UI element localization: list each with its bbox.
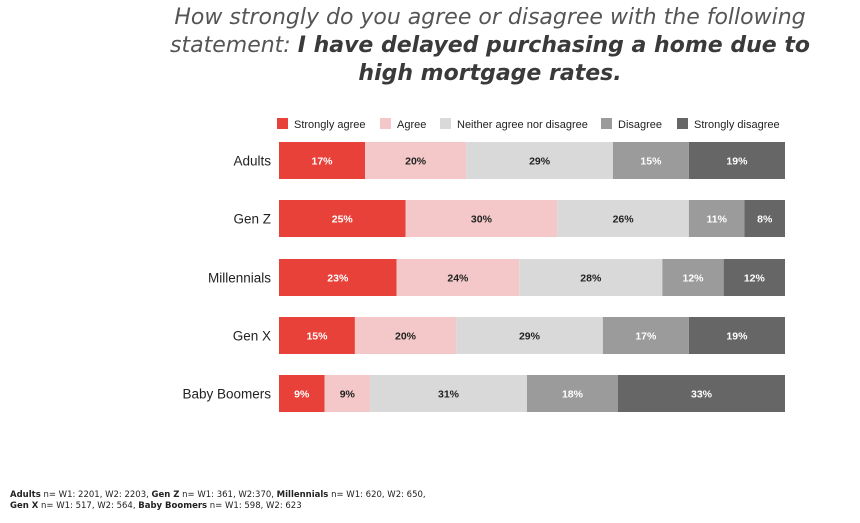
footnote-sample-size: n= W1: 361, W2:370,: [179, 490, 277, 500]
legend-label-agree: Agree: [397, 119, 426, 131]
bar-segment-agree: [396, 259, 520, 296]
bar-segment-disagree: [526, 375, 619, 412]
footnote-group-name: Adults: [10, 490, 41, 500]
footnote-sample-size: n= W1: 620, W2: 650,: [328, 490, 426, 500]
data-label: 26%: [613, 214, 635, 226]
category-label: Baby Boomers: [182, 387, 271, 402]
bar-segment-strongly-disagree: [688, 317, 785, 354]
chart-title-statement: I have delayed purchasing a home due to …: [297, 33, 810, 86]
data-label: 28%: [580, 273, 602, 285]
data-label: 15%: [640, 156, 662, 168]
data-label: 24%: [447, 273, 469, 285]
footnote-line-1: Adults n= W1: 2201, W2: 2203, Gen Z n= W…: [10, 490, 426, 501]
data-label: 23%: [327, 273, 349, 285]
footnote-group-name: Millennials: [276, 490, 329, 500]
legend-swatch-strongly-disagree: [677, 118, 688, 129]
bar-segment-agree: [354, 317, 457, 354]
chart-legend: Strongly agree Agree Neither agree nor dis…: [277, 118, 780, 131]
data-label: 29%: [519, 331, 541, 343]
category-label: Adults: [233, 154, 271, 169]
bar-segment-disagree: [662, 259, 724, 296]
bar-segment-strongly-agree: [279, 200, 406, 237]
data-label: 20%: [405, 156, 427, 168]
data-label: 8%: [757, 214, 773, 226]
data-label: 29%: [529, 156, 551, 168]
footnote-line-2: Gen X n= W1: 517, W2: 564, Baby Boomers …: [10, 501, 426, 512]
chart-bars: 17% 20% 29% 15% 19% 25% 30% 26% 11% 8% 23% 24% 28% 12…: [279, 142, 785, 412]
bar-segment-strongly-agree: [279, 375, 325, 412]
footnote-sample-size: n= W1: 517, W2: 564,: [38, 501, 139, 511]
bar-segment-agree: [405, 200, 558, 237]
footnote-group-name: Baby Boomers: [138, 501, 208, 511]
bar-segment-disagree: [688, 200, 745, 237]
footnote-group-name: Gen X: [10, 501, 39, 511]
category-label: Gen Z: [233, 212, 271, 227]
legend-label-strongly-disagree: Strongly disagree: [694, 119, 780, 131]
sample-size-footnote: Adults n= W1: 2201, W2: 2203, Gen Z n= W…: [10, 490, 426, 512]
data-label: 19%: [726, 156, 748, 168]
data-label: 17%: [312, 156, 334, 168]
data-label: 11%: [706, 214, 727, 226]
legend-swatch-neither-agree-nor-disagree: [440, 118, 451, 129]
footnote-group-name: Gen Z: [151, 490, 180, 500]
bar-segment-neither-agree-nor-disagree: [370, 375, 527, 412]
data-label: 19%: [726, 331, 748, 343]
data-label: 12%: [744, 273, 766, 285]
footnote-sample-size: n= W1: 2201, W2: 2203,: [40, 490, 152, 500]
data-label: 20%: [395, 331, 417, 343]
category-label: Millennials: [208, 271, 271, 286]
bar-segment-disagree: [612, 142, 689, 179]
legend-swatch-strongly-agree: [277, 118, 288, 129]
data-label: 9%: [294, 389, 310, 401]
data-label: 15%: [306, 331, 328, 343]
bar-segment-neither-agree-nor-disagree: [557, 200, 689, 237]
bar-segment-strongly-disagree: [723, 259, 785, 296]
data-label: 18%: [562, 389, 584, 401]
bar-segment-strongly-disagree: [688, 142, 785, 179]
data-label: 31%: [438, 389, 460, 401]
bar-segment-disagree: [602, 317, 689, 354]
data-label: 30%: [471, 214, 493, 226]
bar-segment-strongly-agree: [279, 259, 397, 296]
stacked-bar-chart: Strongly agree Agree Neither agree nor dis…: [182, 118, 785, 412]
chart-title-colon: :: [283, 33, 291, 58]
chart-title-question: How strongly do you agree or disagree wi…: [170, 5, 806, 58]
legend-label-neither-agree-nor-disagree: Neither agree nor disagree: [457, 119, 588, 131]
legend-swatch-disagree: [601, 118, 612, 129]
bar-segment-strongly-agree: [279, 317, 355, 354]
footnote-sample-size: n= W1: 598, W2: 623: [207, 501, 302, 511]
bar-segment-neither-agree-nor-disagree: [519, 259, 663, 296]
bar-segment-neither-agree-nor-disagree: [466, 142, 613, 179]
legend-label-strongly-agree: Strongly agree: [294, 119, 366, 131]
data-label: 33%: [691, 389, 713, 401]
legend-swatch-agree: [380, 118, 391, 129]
data-label: 17%: [635, 331, 657, 343]
bar-segment-agree: [365, 142, 467, 179]
bar-segment-agree: [324, 375, 371, 412]
chart-title: How strongly do you agree or disagree wi…: [140, 4, 840, 88]
data-label: 25%: [332, 214, 354, 226]
category-label: Gen X: [233, 329, 271, 344]
bar-segment-strongly-agree: [279, 142, 366, 179]
data-label: 9%: [340, 389, 356, 401]
legend-label-disagree: Disagree: [618, 119, 662, 131]
data-label: 12%: [682, 273, 704, 285]
bar-segment-strongly-disagree: [618, 375, 785, 412]
bar-segment-neither-agree-nor-disagree: [456, 317, 603, 354]
category-labels: Adults Gen Z Millennials Gen X Baby Boomers: [182, 154, 271, 402]
bar-segment-strongly-disagree: [744, 200, 785, 237]
